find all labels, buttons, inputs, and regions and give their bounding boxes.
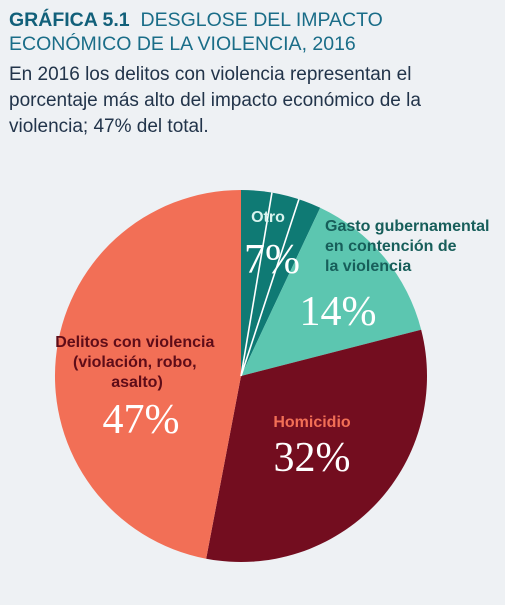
slice-value-otro: 7% xyxy=(244,237,300,283)
slice-label-delitos-line-2: (violación, robo, xyxy=(73,354,197,371)
slice-label-delitos-line-3: asalto) xyxy=(111,374,163,391)
pie-slice-homicidio xyxy=(206,329,428,563)
slice-label-otro: Otro xyxy=(251,209,285,226)
slice-value-gasto: 14% xyxy=(300,289,377,335)
slice-label-gasto-line-1: Gasto gubernamental xyxy=(325,218,489,235)
slice-label-gasto: Gasto gubernamental en contención de la … xyxy=(325,218,494,275)
slice-label-otro-line-1: Otro xyxy=(251,209,285,226)
chart-title: DESGLOSE DEL IMPACTO ECONÓMICO DE LA VIO… xyxy=(9,9,383,55)
slice-label-homicidio: Homicidio xyxy=(273,414,351,431)
slice-value-delitos: 47% xyxy=(103,397,180,443)
slice-value-homicidio: 32% xyxy=(274,435,351,481)
slice-label-gasto-line-2: en contención de xyxy=(325,238,457,255)
slice-label-delitos-line-1: Delitos con violencia xyxy=(55,334,214,351)
pie-subdivider-1 xyxy=(240,192,273,377)
chart-subtitle: En 2016 los delitos con violencia repres… xyxy=(9,64,421,137)
slice-label-gasto-line-3: la violencia xyxy=(325,258,411,275)
pie-slice-gasto xyxy=(241,207,422,376)
chart-heading: GRÁFICA 5.1 DESGLOSE DEL IMPACTO ECONÓMI… xyxy=(9,8,499,56)
slice-label-homicidio-line-1: Homicidio xyxy=(273,414,351,431)
pie-subdivider-2 xyxy=(240,199,300,377)
slice-label-delitos: Delitos con violencia (violación, robo, … xyxy=(55,334,219,391)
pie-slice-delitos xyxy=(54,190,241,559)
pie-slice-otro xyxy=(241,190,321,376)
chart-header: GRÁFICA 5.1 DESGLOSE DEL IMPACTO ECONÓMI… xyxy=(9,8,499,140)
chart-number: GRÁFICA 5.1 xyxy=(9,9,130,31)
